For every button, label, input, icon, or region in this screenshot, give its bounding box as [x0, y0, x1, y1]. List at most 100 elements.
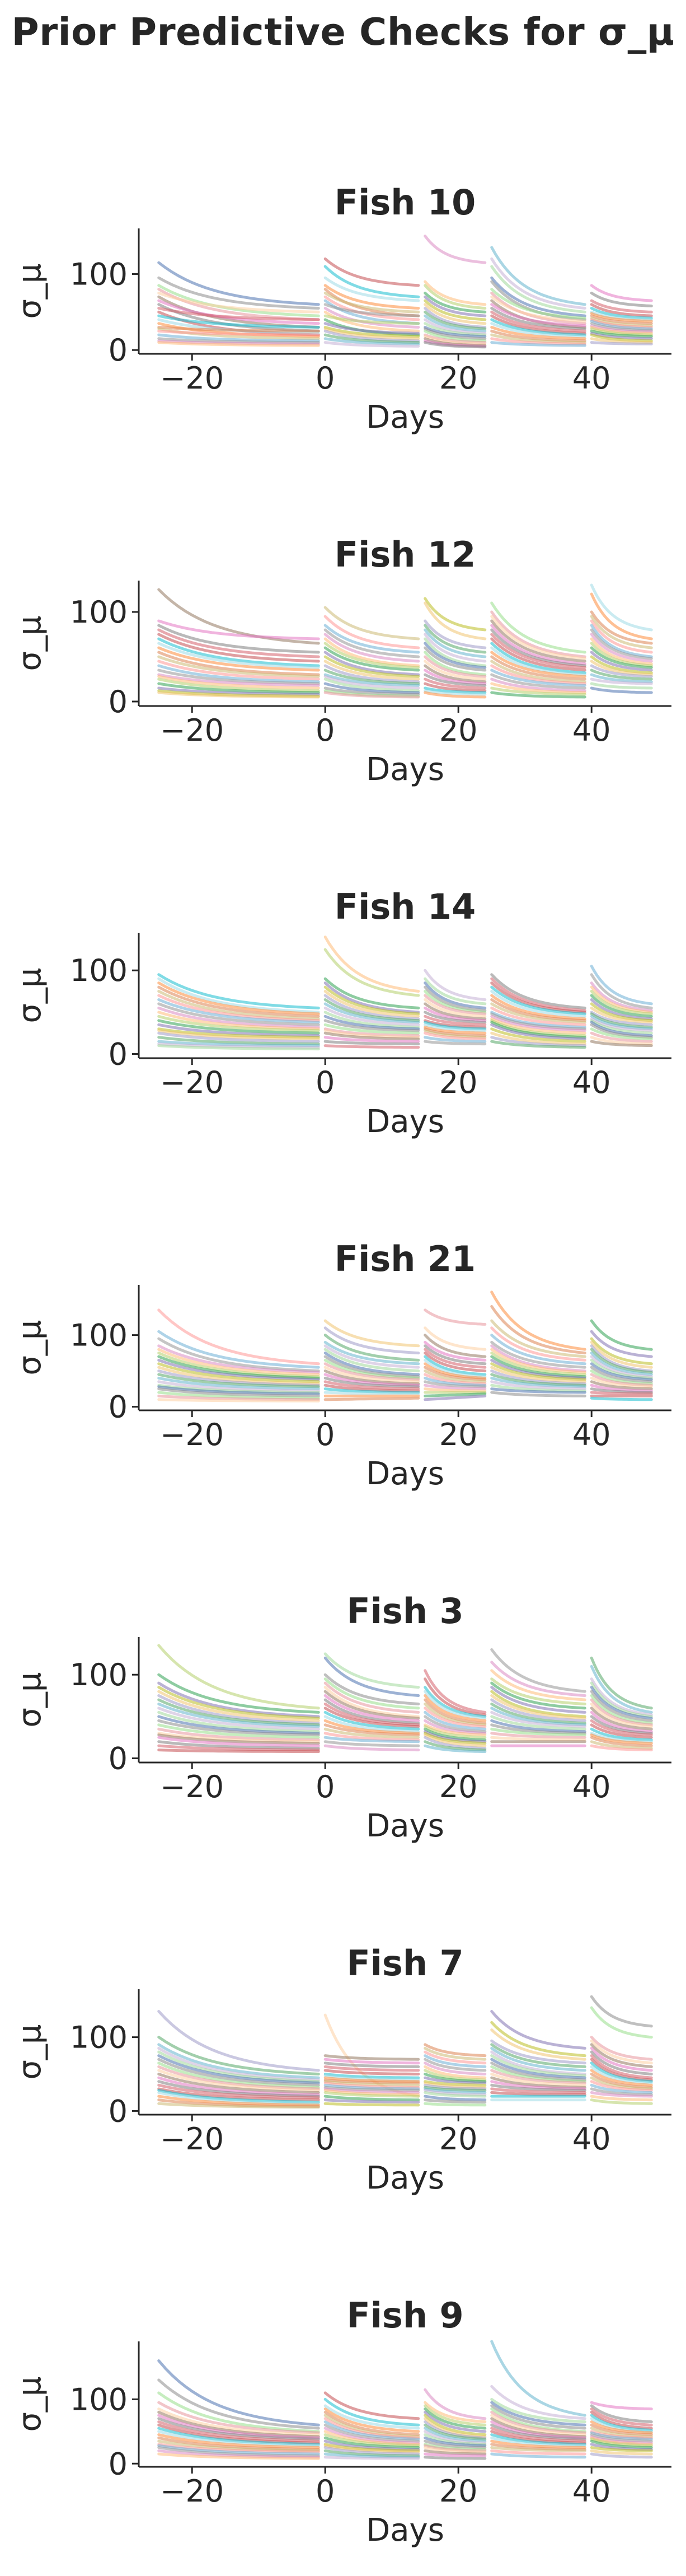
series-line — [323, 1677, 420, 1710]
subplot-title: Fish 9 — [346, 2295, 463, 2336]
series-line — [590, 677, 653, 685]
series-line — [424, 235, 487, 264]
series-line — [157, 2089, 320, 2104]
series-line — [424, 335, 487, 345]
series-line — [490, 1677, 586, 1705]
series-line — [157, 307, 320, 321]
series-line — [490, 1006, 586, 1026]
series-line — [490, 981, 586, 1014]
series-line — [590, 2036, 653, 2061]
series-line — [157, 588, 320, 645]
series-line — [424, 651, 487, 676]
x-tick-label: 40 — [572, 713, 611, 748]
series-line — [323, 1736, 420, 1743]
series-line — [490, 1723, 586, 1735]
series-line — [424, 2401, 487, 2424]
series-line — [424, 1366, 487, 1381]
series-line — [490, 2039, 586, 2065]
series-line — [590, 1380, 653, 1391]
series-line — [424, 2076, 487, 2084]
series-line — [590, 1348, 653, 1374]
series-line — [424, 2081, 487, 2089]
y-tick-label: 0 — [109, 684, 128, 719]
series-line — [490, 985, 586, 1016]
series-line — [157, 1006, 320, 1029]
series-line — [490, 660, 586, 684]
series-line — [323, 333, 420, 344]
series-line — [424, 1394, 487, 1401]
series-line — [424, 2423, 487, 2441]
series-line — [490, 990, 586, 1018]
series-line — [424, 677, 487, 690]
x-axis-label: Days — [366, 399, 444, 436]
series-line — [157, 2417, 320, 2441]
series-line — [424, 1031, 487, 1041]
series-line — [157, 981, 320, 1016]
series-line — [590, 322, 653, 332]
series-line — [323, 651, 420, 676]
series-line — [490, 257, 586, 310]
series-line — [424, 1344, 487, 1366]
series-line — [323, 628, 420, 658]
series-line — [490, 337, 586, 345]
series-line — [424, 2439, 487, 2449]
series-line — [490, 1661, 586, 1697]
subplot-title: Fish 14 — [335, 886, 476, 927]
series-line — [490, 1715, 586, 1731]
series-line — [424, 1355, 487, 1376]
series-line — [323, 2086, 420, 2092]
series-line — [590, 2039, 653, 2065]
series-line — [590, 1006, 653, 1024]
series-line — [590, 642, 653, 667]
series-line — [323, 1036, 420, 1043]
series-line — [323, 2456, 420, 2460]
series-line — [490, 601, 586, 654]
series-line — [490, 642, 586, 675]
series-line — [590, 316, 653, 328]
series-line — [323, 314, 420, 325]
series-line — [590, 1358, 653, 1380]
series-line — [490, 326, 586, 340]
series-line — [323, 1011, 420, 1029]
series-line — [323, 1719, 420, 1735]
x-tick-label: 40 — [572, 361, 611, 396]
series-line — [490, 1727, 586, 1737]
series-line — [157, 973, 320, 1009]
series-line — [157, 633, 320, 663]
x-tick-label: −20 — [160, 1417, 224, 1452]
series-line — [490, 329, 586, 343]
series-line — [323, 303, 420, 317]
series-line — [157, 2087, 320, 2102]
subplot-fish-14: Fish 14 −20 0 20 40 0 100 Days σ_μ — [12, 886, 671, 1140]
series-line — [590, 965, 653, 1006]
x-tick-label: 40 — [572, 1065, 611, 1100]
x-tick-label: 20 — [439, 713, 478, 748]
series-line — [490, 1686, 586, 1714]
series-line — [323, 1391, 420, 1396]
series-line — [590, 1031, 653, 1043]
y-tick-label: 100 — [70, 2020, 128, 2055]
series-line — [424, 2456, 487, 2460]
y-tick-label: 0 — [109, 1741, 128, 1776]
series-line — [424, 1380, 487, 1388]
series-line — [590, 990, 653, 1016]
series-line — [590, 1362, 653, 1381]
x-tick-label: 20 — [439, 2474, 478, 2509]
series-line — [424, 1723, 487, 1737]
series-line — [590, 1340, 653, 1369]
series-line — [157, 326, 320, 333]
x-tick-label: 40 — [572, 2121, 611, 2157]
series-line — [424, 2089, 487, 2096]
x-tick-label: 0 — [316, 361, 335, 396]
subplot-fish-12: Fish 12 −20 0 20 40 0 100 Days σ_μ — [12, 534, 671, 788]
subplot-fish-7: Fish 7 −20 0 20 40 0 100 Days σ_μ — [12, 1943, 671, 2196]
series-line — [490, 2385, 586, 2420]
series-line — [490, 2073, 586, 2087]
y-axis-label: σ_μ — [12, 967, 48, 1023]
series-line — [424, 1326, 487, 1351]
series-line — [424, 660, 487, 681]
series-line — [490, 2043, 586, 2068]
series-line — [424, 1027, 487, 1037]
series-line — [490, 1736, 586, 1742]
